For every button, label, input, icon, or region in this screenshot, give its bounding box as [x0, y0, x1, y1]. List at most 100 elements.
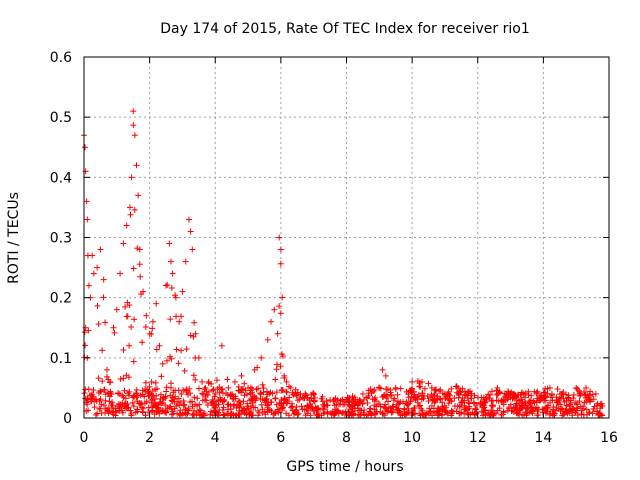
data-point: [244, 400, 251, 407]
data-point: [187, 332, 194, 339]
data-point-peak: [205, 378, 212, 385]
x-tick-label: 16: [600, 430, 618, 446]
data-point-peak: [90, 270, 97, 277]
data-point: [145, 404, 152, 411]
data-point: [350, 411, 357, 418]
data-point-peak: [83, 198, 90, 205]
data-point: [385, 398, 392, 405]
data-point-peak: [245, 384, 252, 391]
data-point: [521, 394, 528, 401]
data-point: [195, 385, 202, 392]
data-point: [371, 386, 378, 393]
data-point: [136, 400, 143, 407]
data-point: [125, 404, 132, 411]
data-point: [217, 396, 224, 403]
data-point: [465, 399, 472, 406]
data-point: [431, 386, 438, 393]
data-point: [180, 402, 187, 409]
data-point: [95, 375, 102, 382]
data-point: [82, 342, 89, 349]
data-point: [94, 410, 101, 417]
data-point: [221, 396, 228, 403]
data-point: [554, 400, 561, 407]
data-point: [149, 325, 156, 332]
data-point: [185, 391, 192, 398]
data-point: [101, 386, 108, 393]
x-tick-label: 4: [211, 430, 220, 446]
data-point: [292, 390, 299, 397]
data-point: [307, 400, 314, 407]
data-point: [163, 384, 170, 391]
data-point: [551, 412, 558, 419]
data-point: [366, 408, 373, 415]
data-point: [395, 409, 402, 416]
data-point: [121, 387, 128, 394]
data-point: [351, 401, 358, 408]
data-point: [117, 401, 124, 408]
data-point: [570, 405, 577, 412]
data-point: [530, 405, 537, 412]
data-point: [409, 408, 416, 415]
data-point: [183, 346, 190, 353]
data-point: [347, 403, 354, 410]
data-point: [391, 395, 398, 402]
data-point: [123, 372, 130, 379]
data-point: [332, 395, 339, 402]
data-point: [241, 392, 248, 399]
data-point-peak: [186, 216, 192, 223]
data-point: [106, 398, 113, 405]
data-point: [252, 404, 259, 411]
data-point: [415, 392, 422, 399]
data-point: [131, 206, 138, 213]
data-point-peak: [343, 396, 350, 403]
data-point: [299, 406, 306, 413]
data-point: [399, 398, 406, 405]
data-point: [127, 211, 134, 218]
data-point: [201, 410, 208, 417]
data-point: [488, 407, 495, 414]
data-point-peak: [199, 378, 206, 385]
data-point: [95, 389, 102, 396]
data-point: [492, 410, 499, 417]
data-point: [543, 408, 550, 415]
data-point: [255, 385, 262, 392]
data-point: [367, 412, 374, 419]
data-point: [199, 390, 206, 397]
y-tick-label: 0.1: [50, 351, 72, 367]
data-point: [162, 402, 169, 409]
data-point-peak: [159, 360, 166, 367]
data-point: [574, 412, 581, 419]
data-point: [414, 378, 421, 385]
data-point: [274, 408, 281, 415]
data-point: [100, 294, 107, 301]
data-point: [130, 403, 137, 410]
data-point: [191, 394, 198, 401]
data-point: [173, 402, 180, 409]
data-point: [310, 408, 317, 415]
data-point: [134, 406, 141, 413]
data-point: [376, 401, 383, 408]
data-point: [307, 403, 314, 410]
data-point: [388, 391, 395, 398]
axes: 0 2 4 6 8 10 12 14 16 0 0.1 0.2 0.3 0.4 0.5 0.6: [50, 50, 618, 446]
data-point: [461, 391, 468, 398]
data-point: [96, 397, 103, 404]
data-point-peak: [110, 324, 117, 331]
data-point: [262, 396, 269, 403]
data-point-peak: [192, 330, 199, 337]
data-point-peak: [392, 384, 399, 391]
data-point: [95, 321, 102, 328]
data-point: [130, 122, 137, 129]
data-point: [243, 410, 250, 417]
data-point: [331, 410, 338, 417]
data-point: [253, 386, 260, 393]
data-point: [487, 411, 494, 418]
data-point: [554, 386, 561, 393]
data-point: [168, 411, 175, 418]
data-point: [173, 346, 180, 353]
data-point-peak: [573, 384, 580, 391]
data-point: [328, 410, 335, 417]
data-point: [308, 395, 315, 402]
data-point: [260, 385, 267, 392]
data-point: [381, 401, 388, 408]
